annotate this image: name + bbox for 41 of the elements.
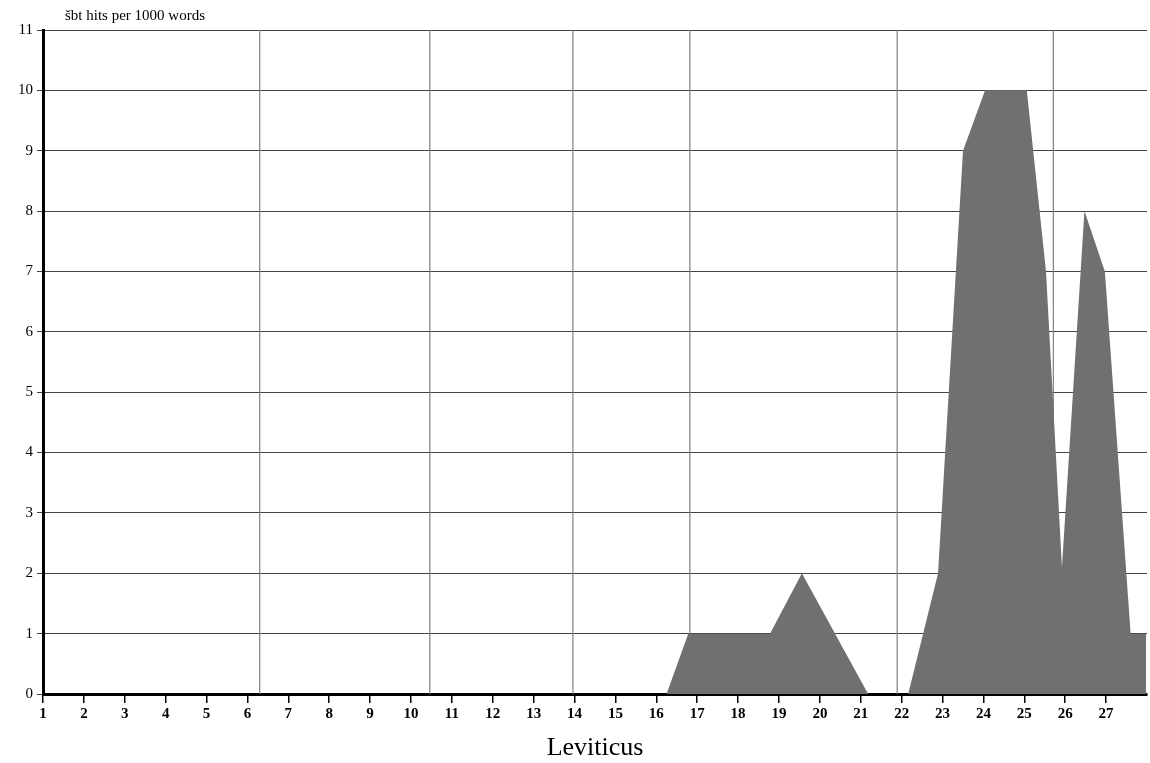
y-tick-label: 7 <box>25 262 34 279</box>
y-tick-label: 3 <box>25 503 33 520</box>
x-tick-label: 16 <box>648 704 665 721</box>
x-tick-label: 25 <box>1016 704 1032 721</box>
x-tick-label: 12 <box>485 704 501 721</box>
x-tick-label: 14 <box>567 704 583 721</box>
y-tick-label: 2 <box>25 564 33 581</box>
x-axis-title: Leviticus <box>546 731 644 761</box>
y-tick-label: 6 <box>25 322 34 339</box>
x-tick-label: 15 <box>607 704 623 721</box>
x-tick-label: 17 <box>689 704 706 721</box>
y-tick-label: 1 <box>25 624 33 641</box>
x-tick-label: 18 <box>730 704 746 721</box>
x-tick-label: 9 <box>366 704 374 721</box>
y-tick-label: 11 <box>18 20 33 37</box>
x-tick-label: 11 <box>444 704 459 721</box>
x-tick-label: 22 <box>894 704 910 721</box>
y-tick-label: 10 <box>18 81 33 98</box>
y-axis-title: šbt hits per 1000 words <box>65 7 206 24</box>
x-tick-label: 19 <box>771 704 787 721</box>
x-tick-label: 10 <box>403 704 419 721</box>
y-tick-label: 4 <box>25 443 34 460</box>
x-tick-label: 4 <box>161 704 170 721</box>
x-tick-label: 2 <box>80 704 88 721</box>
x-tick-label: 20 <box>812 704 828 721</box>
y-tick-label: 9 <box>25 141 33 158</box>
x-tick-label: 3 <box>121 704 129 721</box>
x-tick-label: 27 <box>1098 704 1115 721</box>
x-tick-label: 21 <box>853 704 869 721</box>
x-tick-label: 6 <box>243 704 252 721</box>
y-tick-label: 5 <box>25 383 33 400</box>
y-tick-label: 0 <box>25 684 33 701</box>
x-tick-label: 1 <box>39 704 47 721</box>
x-tick-label: 5 <box>202 704 211 721</box>
x-tick-label: 26 <box>1057 704 1074 721</box>
x-tick-label: 13 <box>526 704 542 721</box>
x-tick-label: 7 <box>284 704 293 721</box>
x-tick-label: 24 <box>975 704 992 721</box>
x-tick-label: 8 <box>325 704 333 721</box>
x-tick-label: 23 <box>935 704 951 721</box>
y-tick-label: 8 <box>25 202 33 219</box>
